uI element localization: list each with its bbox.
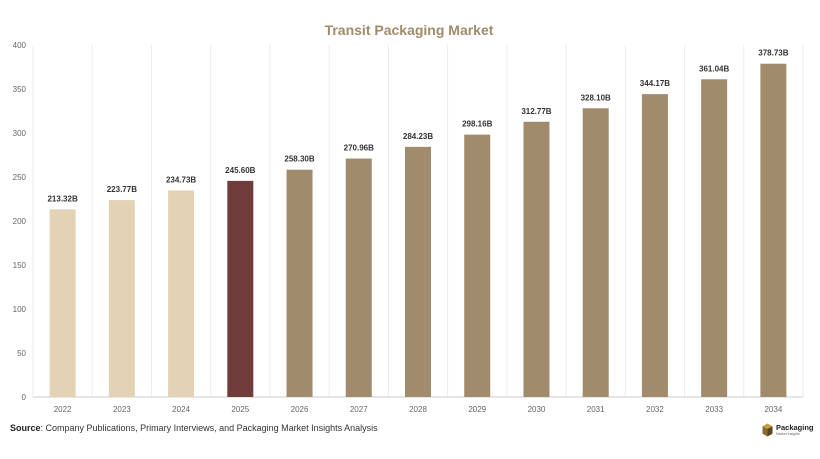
bar (286, 169, 313, 397)
logo-subtitle: Market Insights (776, 431, 800, 436)
x-tick-label: 2024 (172, 405, 190, 414)
bar (168, 190, 195, 397)
x-tick-label: 2027 (350, 405, 368, 414)
bar-value-label: 312.77B (521, 107, 551, 116)
value-labels: 213.32B 223.77B 234.73B 245.60B 258.30B 270.9… (47, 49, 788, 204)
bar (464, 134, 491, 397)
bar-value-label: 284.23B (403, 132, 433, 141)
x-tick-label: 2032 (646, 405, 664, 414)
x-tick-label: 2028 (409, 405, 427, 414)
brand-logo: Packaging Market Insights (762, 421, 818, 439)
y-tick-label: 0 (22, 393, 27, 402)
x-tick-label: 2022 (54, 405, 72, 414)
y-tick-label: 400 (13, 41, 27, 50)
bar-value-label: 361.04B (699, 64, 729, 73)
bar-value-label: 223.77B (107, 185, 137, 194)
bar (405, 146, 431, 397)
y-tick-label: 300 (13, 129, 27, 138)
bar-value-label: 213.32B (47, 194, 77, 203)
bar (523, 121, 550, 398)
bar (227, 180, 254, 397)
bar-value-label: 258.30B (284, 155, 314, 164)
y-tick-label: 200 (13, 217, 27, 226)
logo-name: Packaging (776, 423, 814, 432)
bar-value-label: 245.60B (225, 166, 255, 175)
cube-logo-icon (762, 423, 773, 437)
bars (49, 63, 787, 398)
bar (641, 94, 668, 397)
bar-value-label: 328.10B (581, 93, 611, 102)
bar (760, 63, 787, 398)
bar-value-label: 270.96B (344, 144, 374, 153)
x-tick-label: 2026 (291, 405, 309, 414)
bar-value-label: 378.73B (758, 49, 788, 58)
x-tick-label: 2029 (468, 405, 486, 414)
grid-lines (32, 45, 804, 397)
y-tick-label: 100 (13, 305, 27, 314)
x-tick-label: 2033 (705, 405, 723, 414)
y-tick-label: 150 (13, 261, 27, 270)
source-label: Source (10, 423, 41, 433)
bar (582, 108, 609, 397)
bar (49, 209, 76, 397)
source-text: : Company Publications, Primary Intervie… (40, 423, 378, 433)
chart-title: Transit Packaging Market (325, 22, 494, 38)
bar-value-label: 234.73B (166, 175, 196, 184)
bar (345, 158, 372, 397)
bar (701, 79, 728, 398)
x-tick-label: 2030 (528, 405, 546, 414)
source-footer: Source: Company Publications, Primary In… (10, 423, 378, 433)
x-tick-label: 2025 (231, 405, 249, 414)
y-tick-label: 250 (13, 173, 27, 182)
x-tick-label: 2034 (764, 405, 782, 414)
x-tick-label: 2031 (587, 405, 605, 414)
y-tick-label: 50 (17, 349, 26, 358)
x-tick-label: 2023 (113, 405, 131, 414)
bar-value-label: 344.17B (640, 79, 670, 88)
bar (108, 200, 135, 397)
bar-value-label: 298.16B (462, 120, 492, 129)
y-tick-label: 350 (13, 85, 27, 94)
